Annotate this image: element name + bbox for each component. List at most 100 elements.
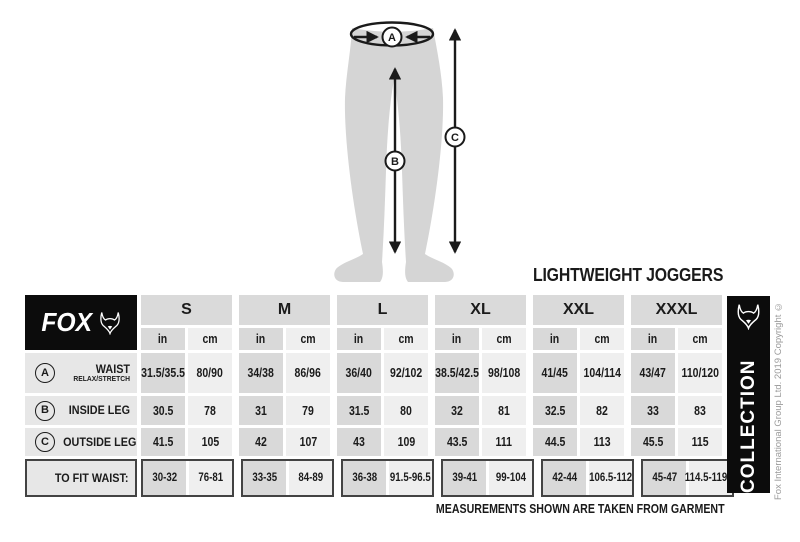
marker-b-letter: B [391,156,399,168]
row-label-outside-leg: C OUTSIDE LEG [25,428,137,456]
size-header-xxxl: XXXL [631,295,722,325]
table-cell: 43 [337,428,381,456]
row-label-text: OUTSIDE LEG [63,434,137,449]
unit-header: in [141,328,185,350]
table-cell: 109 [384,428,428,456]
unit-header: cm [678,328,722,350]
marker-b-badge: B [384,150,406,172]
table-cell: 115 [678,428,722,456]
table-cell: 42 [239,428,283,456]
fox-head-icon [98,311,122,335]
unit-header: cm [482,328,526,350]
fit-group: 33-35 84-89 [241,459,334,497]
size-header-row: S M L XL XXL XXXL [25,295,734,325]
table-cell: 31.5/35.5 [141,353,185,393]
table-cell: 45-47 [643,461,686,495]
measurements-footnote: MEASUREMENTS SHOWN ARE TAKEN FROM GARMEN… [436,502,725,516]
fox-head-icon [735,303,762,330]
table-cell: 86/96 [286,353,330,393]
unit-header: cm [286,328,330,350]
row-label-text: INSIDE LEG [68,403,130,418]
letter-badge-b: B [35,400,55,421]
unit-header: in [435,328,479,350]
table-row-inside-leg: B INSIDE LEG 30.5 78 31 79 31.5 80 32 81 [25,396,734,425]
table-cell: 32 [435,396,479,425]
table-cell: 104/114 [580,353,624,393]
table-row-outside-leg: C OUTSIDE LEG 41.5 105 42 107 43 109 43.… [25,428,734,456]
collection-label: COLLECTION [737,359,759,494]
unit-header: in [337,328,381,350]
joggers-measurement-diagram: A B C [334,21,466,282]
fit-group: 36-38 91.5-96.5 [341,459,434,497]
marker-a-badge: A [381,26,403,48]
fit-group: 42-44 106.5-112 [541,459,634,497]
table-cell: 44.5 [533,428,577,456]
table-cell: 43/47 [631,353,675,393]
letter-badge-a: A [35,363,55,383]
fit-group: 45-47 114.5-119.5 [641,459,736,497]
size-header-l: L [337,295,428,325]
unit-header: cm [384,328,428,350]
collection-bar: COLLECTION [727,296,770,493]
table-cell: 114.5-119.5 [685,461,736,495]
row-label-waist: A WAIST RELAX/STRETCH [25,353,137,393]
row-sublabel-text: RELAX/STRETCH [73,374,130,384]
size-header-xxl: XXL [533,295,624,325]
table-cell: 41.5 [141,428,185,456]
table-cell: 113 [580,428,624,456]
table-cell: 38.5/42.5 [435,353,479,393]
table-cell: 105 [188,428,232,456]
table-cell: 43.5 [435,428,479,456]
fit-group: 30-32 76-81 [141,459,234,497]
table-cell: 41/45 [533,353,577,393]
marker-c-badge: C [444,126,466,148]
copyright-text: Fox International Group Ltd. 2019 Copyri… [773,300,784,500]
table-cell: 33-35 [243,461,286,495]
table-cell: 78 [188,396,232,425]
table-cell: 99-104 [489,461,532,495]
table-cell: 79 [286,396,330,425]
table-cell: 91.5-96.5 [389,461,432,495]
table-cell: 39-41 [443,461,486,495]
table-cell: 98/108 [482,353,526,393]
table-cell: 30.5 [141,396,185,425]
marker-a-letter: A [388,32,396,44]
fox-logo: FOX [25,295,137,350]
table-cell: 80 [384,396,428,425]
table-row-waist: A WAIST RELAX/STRETCH 31.5/35.5 80/90 34… [25,353,734,393]
row-label-text: WAIST [95,361,130,376]
table-cell: 84-89 [289,461,332,495]
letter-badge-c: C [35,432,55,452]
fox-logo-text: FOX [41,307,92,337]
table-cell: 42-44 [543,461,586,495]
table-cell: 83 [678,396,722,425]
row-label-to-fit-waist: TO FIT WAIST: [25,459,137,497]
table-cell: 111 [482,428,526,456]
unit-header: cm [580,328,624,350]
table-cell: 107 [286,428,330,456]
size-table: FOX S M L XL XXL XXXL in cm in cm in [25,295,736,497]
table-cell: 36/40 [337,353,381,393]
fit-group: 39-41 99-104 [441,459,534,497]
table-cell: 32.5 [533,396,577,425]
unit-header-row: in cm in cm in cm in cm in cm in cm [25,328,734,350]
table-cell: 33 [631,396,675,425]
unit-header: in [631,328,675,350]
unit-header: in [239,328,283,350]
unit-header: cm [188,328,232,350]
size-header-xl: XL [435,295,526,325]
table-cell: 82 [580,396,624,425]
table-cell: 92/102 [384,353,428,393]
table-cell: 31 [239,396,283,425]
table-cell: 110/120 [678,353,722,393]
table-cell: 81 [482,396,526,425]
joggers-silhouette [334,28,454,282]
size-header-m: M [239,295,330,325]
size-header-s: S [141,295,232,325]
table-cell: 30-32 [143,461,186,495]
table-cell: 31.5 [337,396,381,425]
table-cell: 34/38 [239,353,283,393]
table-cell: 80/90 [188,353,232,393]
table-cell: 36-38 [343,461,386,495]
table-cell: 106.5-112 [589,461,632,495]
